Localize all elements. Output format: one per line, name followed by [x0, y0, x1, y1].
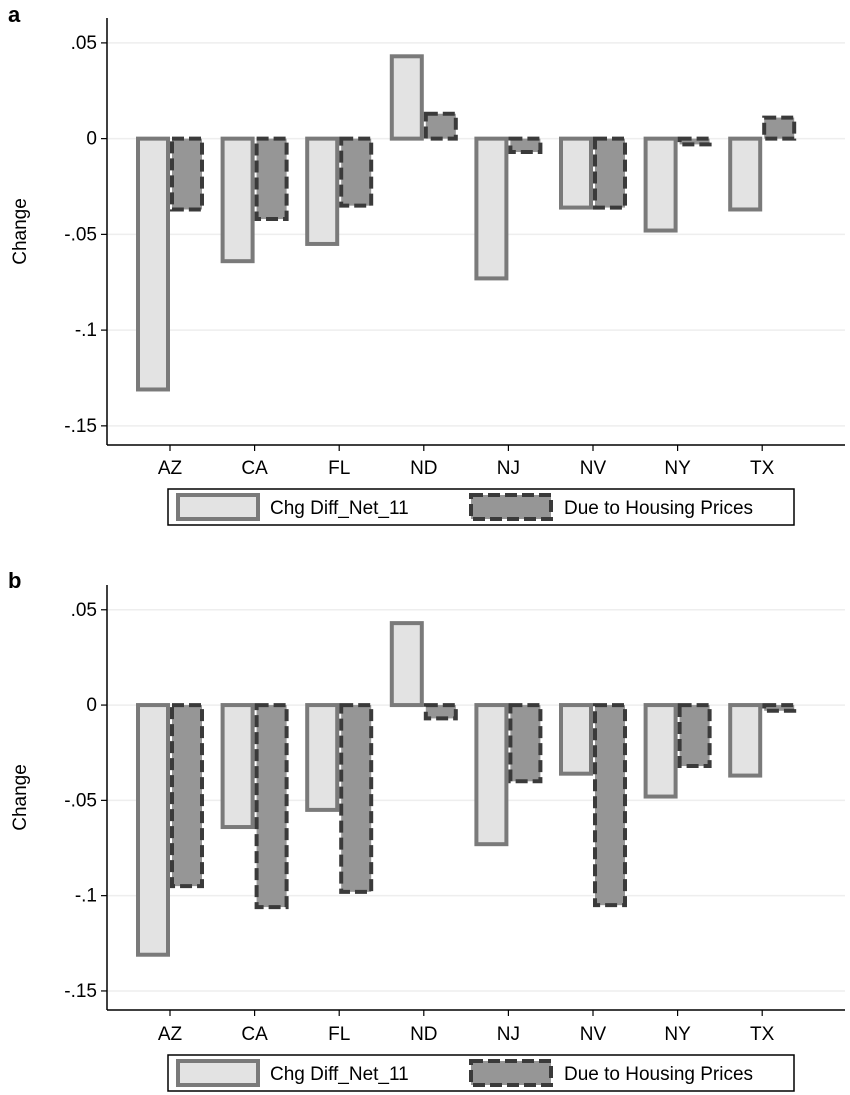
bar-housing-prices — [508, 136, 543, 155]
bar-chg-diff — [389, 621, 424, 708]
y-tick-label: -.05 — [64, 224, 97, 245]
x-tick-label: NJ — [497, 458, 520, 479]
y-tick-label: .05 — [71, 600, 97, 621]
bar-housing-prices — [593, 703, 627, 908]
y-tick-label: 0 — [86, 695, 97, 716]
legend-label-housing-prices: Due to Housing Prices — [564, 498, 753, 519]
x-tick-label: NV — [580, 458, 607, 479]
legend-swatch-housing-prices — [469, 493, 553, 521]
y-tick-label: -.15 — [64, 981, 97, 1002]
x-tick-label: CA — [241, 458, 268, 479]
bar-housing-prices — [339, 703, 374, 894]
x-tick-label: NJ — [497, 1024, 520, 1045]
bar-chg-diff — [474, 703, 509, 847]
bar-chg-diff — [728, 136, 763, 212]
y-tick-label: -.1 — [75, 886, 97, 907]
bar-chg-diff — [559, 136, 593, 210]
y-tick-label: -.05 — [64, 790, 97, 811]
bar-chg-diff — [220, 136, 255, 264]
legend-swatch-chg-diff — [176, 493, 260, 521]
bar-housing-prices — [254, 136, 289, 222]
x-tick-label: NY — [664, 458, 691, 479]
y-tick-label: -.15 — [64, 416, 97, 437]
y-tick-label: .05 — [71, 33, 97, 54]
x-tick-label: CA — [241, 1024, 268, 1045]
bar-housing-prices — [170, 136, 204, 212]
panel-label: a — [8, 2, 21, 27]
bar-housing-prices — [423, 111, 458, 141]
legend-label-housing-prices: Due to Housing Prices — [564, 1064, 753, 1085]
x-tick-label: AZ — [158, 1024, 183, 1045]
x-tick-label: AZ — [158, 458, 183, 479]
bar-chg-diff — [643, 703, 678, 799]
x-tick-label: ND — [410, 458, 437, 479]
legend-swatch-chg-diff — [176, 1059, 260, 1087]
x-tick-label: NV — [580, 1024, 607, 1045]
bar-housing-prices — [339, 136, 374, 208]
bar-housing-prices — [762, 703, 797, 713]
y-axis-label: Change — [10, 764, 31, 831]
x-tick-label: TX — [750, 1024, 775, 1045]
bar-housing-prices — [677, 703, 712, 769]
y-axis-label: Change — [10, 198, 31, 265]
bar-housing-prices — [677, 136, 712, 147]
bar-housing-prices — [593, 136, 627, 210]
y-tick-label: 0 — [86, 129, 97, 150]
bar-chg-diff — [474, 136, 509, 281]
legend-label-chg-diff: Chg Diff_Net_11 — [270, 498, 409, 519]
x-tick-label: FL — [328, 1024, 350, 1045]
bar-chg-diff — [389, 54, 424, 141]
x-tick-label: ND — [410, 1024, 437, 1045]
panel-label: b — [8, 568, 21, 593]
bar-chg-diff — [136, 703, 170, 957]
bar-housing-prices — [762, 115, 797, 141]
bar-chg-diff — [220, 703, 255, 830]
bar-chg-diff — [305, 136, 340, 246]
bar-chg-diff — [559, 703, 593, 776]
bar-chg-diff — [305, 703, 340, 812]
x-tick-label: TX — [750, 458, 775, 479]
bar-housing-prices — [423, 703, 458, 721]
y-tick-label: -.1 — [75, 320, 97, 341]
x-tick-label: FL — [328, 458, 350, 479]
bar-chg-diff — [728, 703, 763, 778]
chart-panel-a: a .05 0 -.05 -.1 -.15 Change AZ CA FL ND NJ NV NY TX Ch… — [8, 2, 845, 526]
bar-chg-diff — [643, 136, 678, 233]
legend-label-chg-diff: Chg Diff_Net_11 — [270, 1064, 409, 1085]
bar-chg-diff — [136, 136, 170, 392]
bar-housing-prices — [508, 703, 543, 784]
x-tick-label: NY — [664, 1024, 691, 1045]
chart-panel-b: b .05 0 -.05 -.1 -.15 Change AZ CA FL ND NJ NV NY TX Ch… — [8, 568, 845, 1092]
bar-housing-prices — [170, 703, 204, 889]
legend-swatch-housing-prices — [469, 1059, 553, 1087]
bar-housing-prices — [254, 703, 289, 910]
